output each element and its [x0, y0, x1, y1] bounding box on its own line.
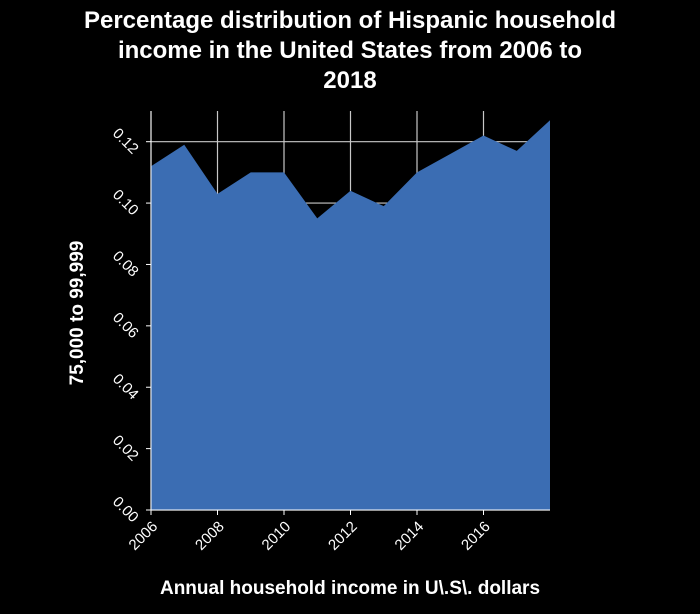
x-tick-label: 2012 — [325, 518, 361, 554]
chart-title-line-3: 2018 — [323, 67, 377, 94]
y-tick-label: 0.08 — [109, 248, 142, 281]
y-axis-label: 75,000 to 99,999 — [67, 240, 88, 386]
x-tick-label: 2016 — [458, 518, 494, 554]
area-series — [151, 120, 550, 510]
x-tick-label: 2010 — [259, 518, 295, 554]
y-tick-label: 0.04 — [109, 371, 142, 404]
y-tick-label: 0.00 — [109, 493, 142, 526]
y-tick-label: 0.06 — [109, 309, 142, 342]
y-tick-label: 0.12 — [109, 125, 142, 158]
x-axis-label: Annual household income in U\.S\. dollar… — [159, 578, 541, 599]
y-tick-label: 0.10 — [109, 186, 142, 219]
x-tick-label: 2008 — [192, 518, 228, 554]
x-tick-label: 2014 — [392, 518, 428, 554]
chart-title: Percentage distribution of Hispanic hous… — [0, 6, 700, 96]
chart-title-line-2: income in the United States from 2006 to — [117, 37, 583, 64]
chart-title-line-1: Percentage distribution of Hispanic hous… — [83, 7, 617, 34]
y-tick-label: 0.02 — [109, 432, 142, 465]
